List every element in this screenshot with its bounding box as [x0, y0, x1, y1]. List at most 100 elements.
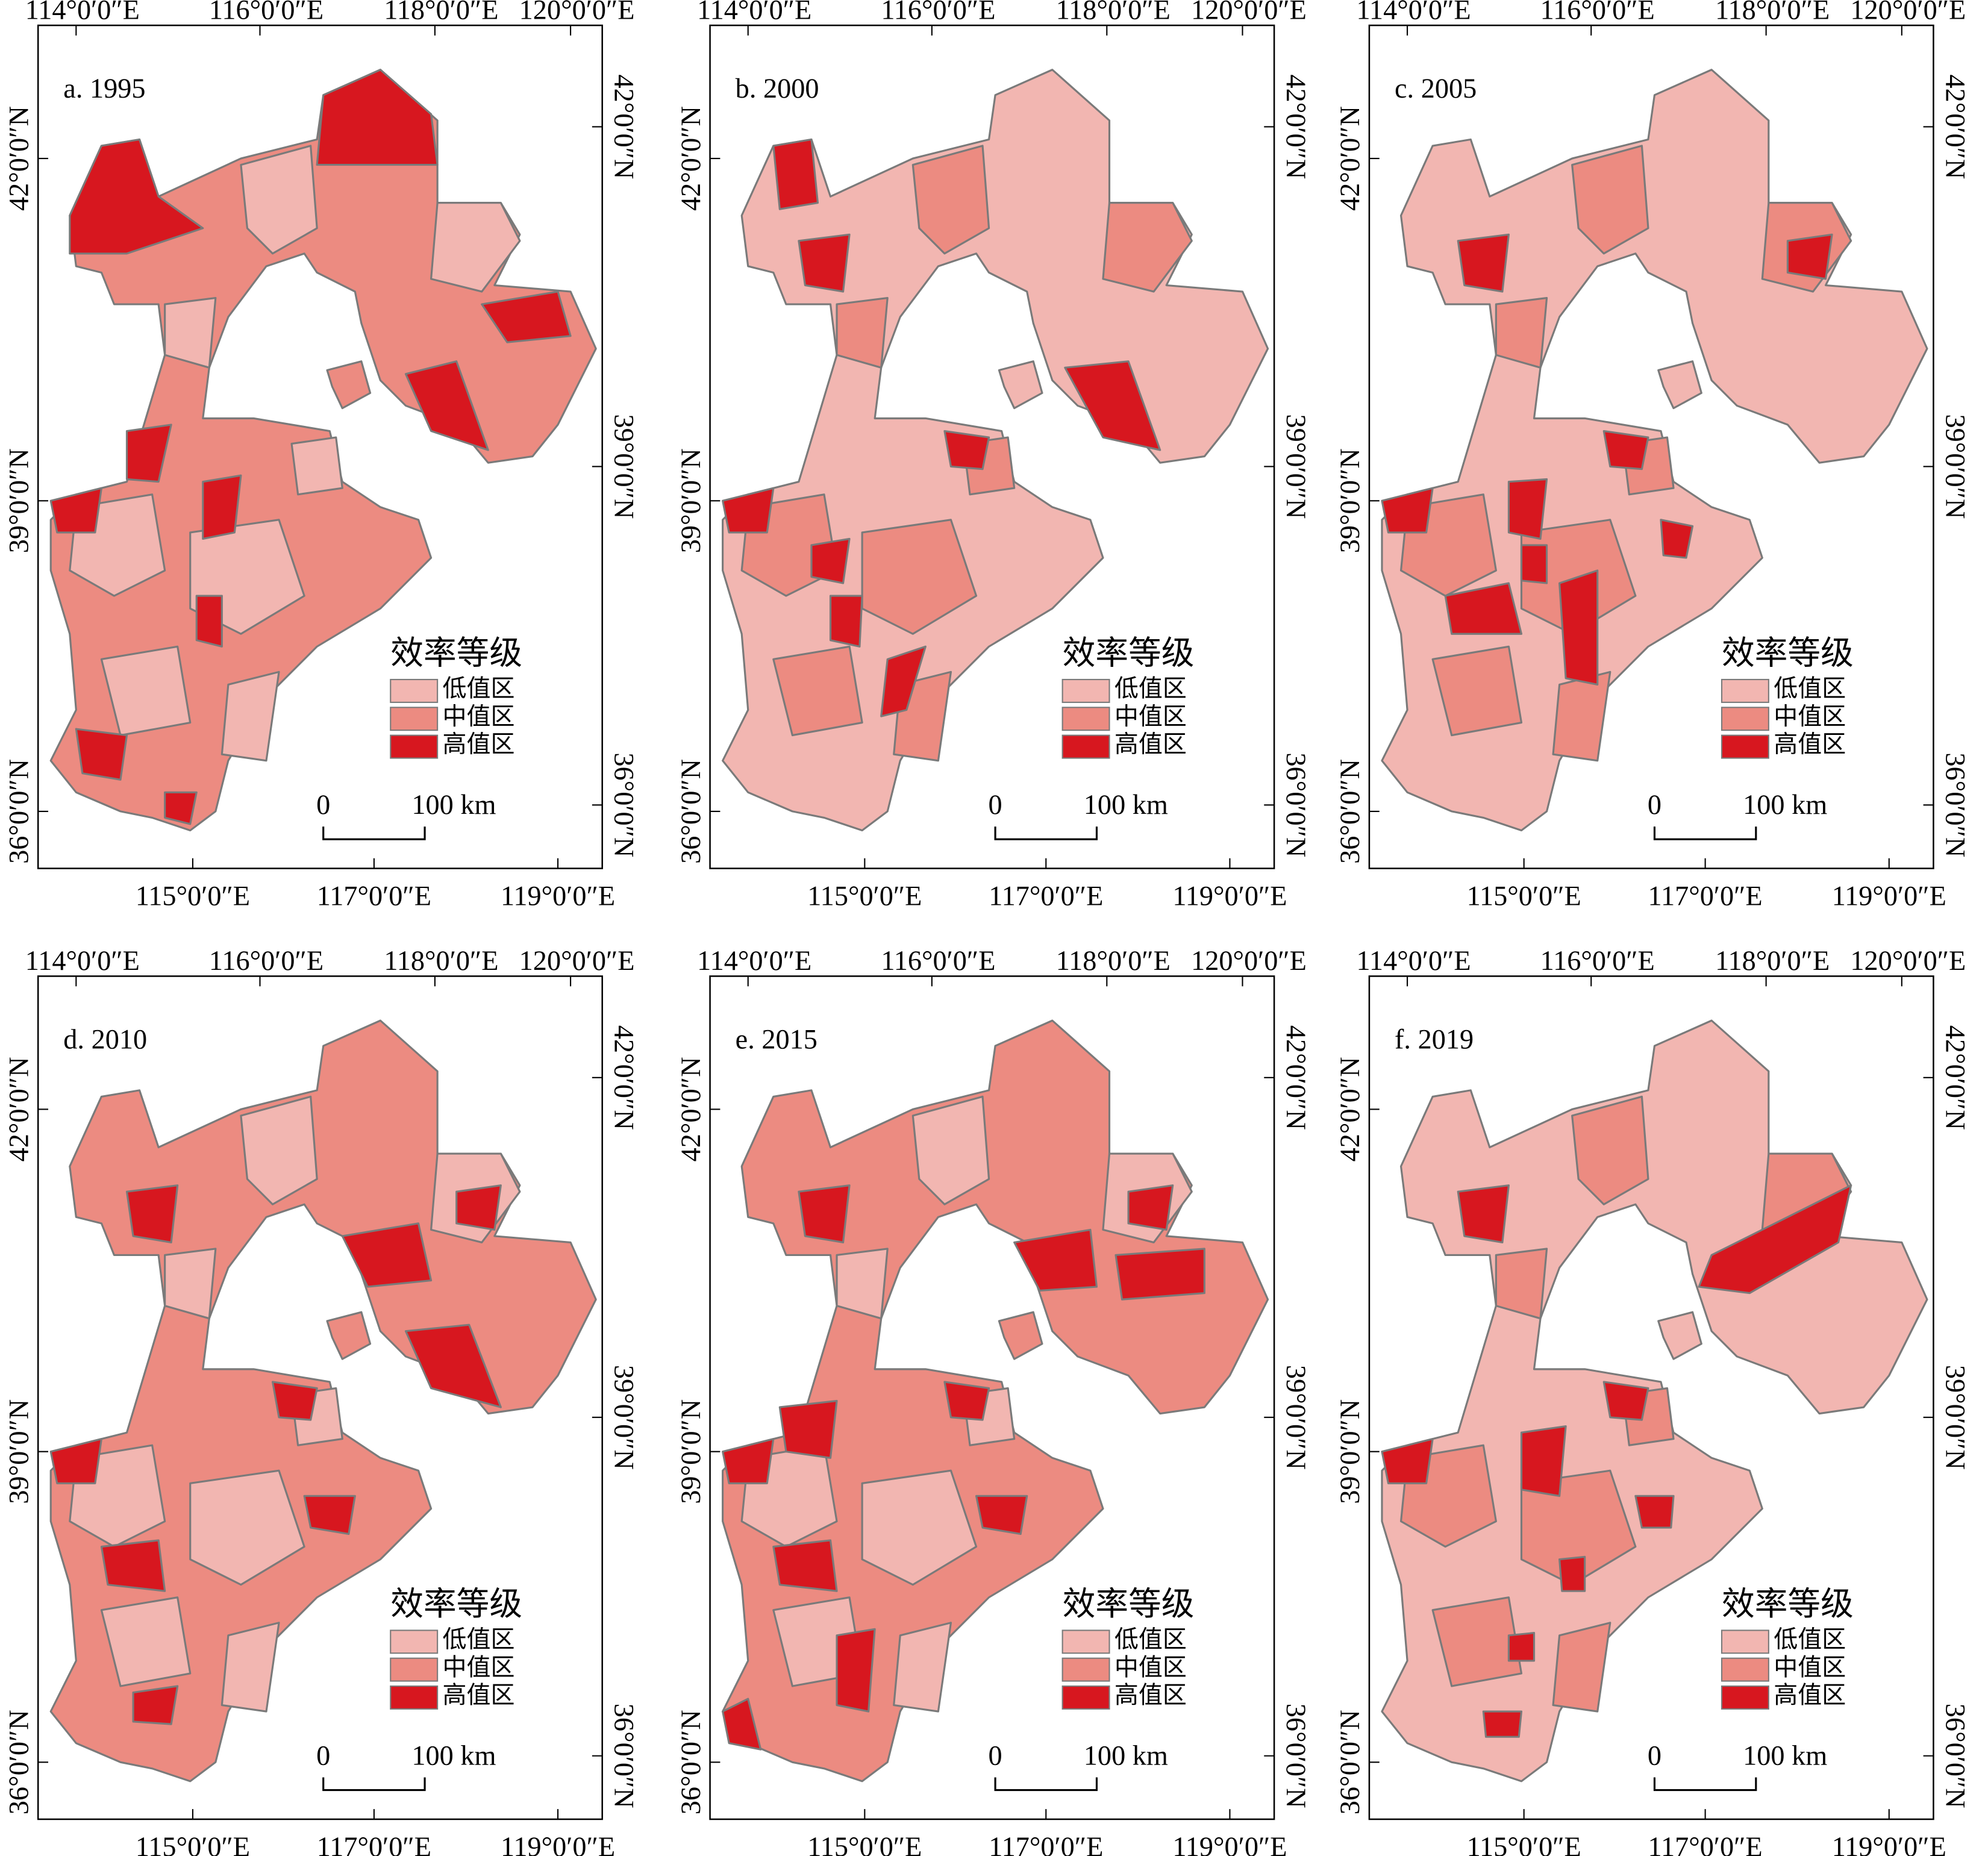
top-tick-label: 120°0′0″E [1191, 0, 1307, 26]
region-high [829, 595, 863, 648]
region-high [1457, 233, 1510, 293]
map-frame [1368, 24, 1934, 869]
map-frame [709, 975, 1275, 1820]
region-patch [1571, 1095, 1649, 1205]
top-tick-label: 116°0′0″E [209, 946, 324, 976]
map-frame [709, 24, 1275, 869]
region-patch [1431, 645, 1523, 737]
bottom-tick-label: 119°0′0″E [1172, 881, 1287, 912]
region-patch [911, 1095, 990, 1205]
left-tick-label: 36°0′0″N [1335, 759, 1366, 864]
region-high [1520, 544, 1548, 584]
left-tick-label: 39°0′0″N [676, 1399, 707, 1504]
right-tick-label: 36°0′0″N [608, 1704, 639, 1808]
panel-label: a. 1995 [63, 73, 145, 104]
scale-end: 100 km [411, 790, 496, 820]
region-patch [164, 296, 217, 369]
legend-title: 效率等级 [1722, 635, 1854, 672]
top-tick-label: 120°0′0″E [519, 946, 635, 976]
top-tick-label: 116°0′0″E [881, 0, 995, 26]
bottom-tick-label: 117°0′0″E [317, 1832, 431, 1856]
legend-swatch [1061, 1657, 1110, 1682]
bottom-tick-label: 115°0′0″E [1467, 881, 1581, 912]
bottom-tick-label: 115°0′0″E [136, 1832, 250, 1856]
legend-label: 低值区 [443, 675, 515, 702]
region-high [943, 430, 990, 470]
scale-bar [1653, 826, 1757, 840]
region-patch [290, 436, 343, 496]
legend-swatch [1061, 678, 1110, 703]
legend-swatch [390, 1629, 439, 1654]
region-high [1698, 1184, 1852, 1295]
right-tick-label: 39°0′0″N [608, 1365, 639, 1470]
bottom-tick-label: 119°0′0″E [1832, 881, 1946, 912]
region-patch [220, 1622, 280, 1713]
legend-swatch [390, 1657, 439, 1682]
map-panel: a. 1995 114°0′0″E 116°0′0″E 118°0′0″E 120°0′… [4, 0, 639, 912]
right-tick-label: 42°0′0″N [608, 74, 639, 179]
region-high [100, 1539, 166, 1592]
scale-start: 0 [989, 1741, 1002, 1772]
region-patch [836, 296, 889, 369]
legend-swatch [1061, 707, 1110, 731]
left-tick-label: 39°0′0″N [676, 448, 707, 553]
panel-label: c. 2005 [1395, 73, 1477, 104]
region-patch [1495, 1248, 1548, 1320]
left-tick-label: 42°0′0″N [676, 1057, 707, 1161]
legend-label: 低值区 [1114, 675, 1187, 702]
scale-end: 100 km [1743, 790, 1827, 820]
bottom-tick-label: 119°0′0″E [501, 881, 615, 912]
region-high [1602, 1381, 1649, 1421]
scale-start: 0 [1648, 790, 1661, 820]
scale-start: 0 [989, 790, 1002, 820]
region-high [722, 1438, 775, 1484]
region-patch [100, 645, 192, 737]
region-base [1657, 1311, 1702, 1360]
region-patch [164, 1248, 217, 1320]
region-high [1444, 582, 1523, 635]
map-panel: e. 2015 114°0′0″E 116°0′0″E 118°0′0″E 120°0′… [676, 946, 1311, 1856]
bottom-tick-label: 119°0′0″E [1832, 1832, 1946, 1856]
top-tick-label: 114°0′0″E [25, 0, 140, 26]
right-tick-label: 42°0′0″N [1280, 1025, 1311, 1130]
right-tick-label: 42°0′0″N [608, 1025, 639, 1130]
legend-label: 高值区 [1774, 1681, 1846, 1708]
legend-swatch [1721, 707, 1769, 731]
region-high [1064, 360, 1161, 451]
bottom-tick-label: 117°0′0″E [1648, 881, 1763, 912]
scale-bar [322, 826, 426, 840]
left-tick-label: 36°0′0″N [676, 759, 707, 864]
region-high [1013, 1228, 1098, 1292]
region-patch [100, 1596, 192, 1687]
region-high [455, 1184, 502, 1231]
top-tick-label: 118°0′0″E [384, 0, 498, 26]
region-high [772, 1539, 838, 1592]
legend-label: 高值区 [443, 1681, 515, 1708]
region-high [132, 1685, 179, 1725]
left-tick-label: 42°0′0″N [1335, 106, 1366, 211]
legend-label: 中值区 [443, 702, 515, 730]
top-tick-label: 114°0′0″E [1357, 946, 1471, 976]
right-tick-label: 36°0′0″N [1280, 752, 1311, 857]
top-tick-label: 120°0′0″E [1850, 946, 1966, 976]
right-tick-label: 39°0′0″N [1280, 414, 1311, 519]
region-high [1558, 569, 1599, 686]
legend-swatch [1721, 1685, 1769, 1710]
region-patch [1520, 1469, 1637, 1586]
legend-title: 效率等级 [1063, 1586, 1195, 1622]
left-tick-label: 39°0′0″N [1335, 1399, 1366, 1504]
legend-title: 效率等级 [1722, 1586, 1854, 1622]
region-high [1786, 233, 1833, 280]
bottom-tick-label: 117°0′0″E [989, 881, 1103, 912]
region-base [998, 360, 1043, 410]
scale-end: 100 km [1743, 1741, 1827, 1772]
region-high [778, 1399, 838, 1459]
right-tick-label: 42°0′0″N [1939, 74, 1970, 179]
bottom-tick-label: 119°0′0″E [501, 1832, 615, 1856]
scale-start: 0 [1648, 1741, 1661, 1772]
region-base [326, 360, 372, 410]
legend-swatch [1721, 1629, 1769, 1654]
legend-label: 高值区 [1114, 731, 1187, 758]
region-patch [911, 145, 990, 255]
